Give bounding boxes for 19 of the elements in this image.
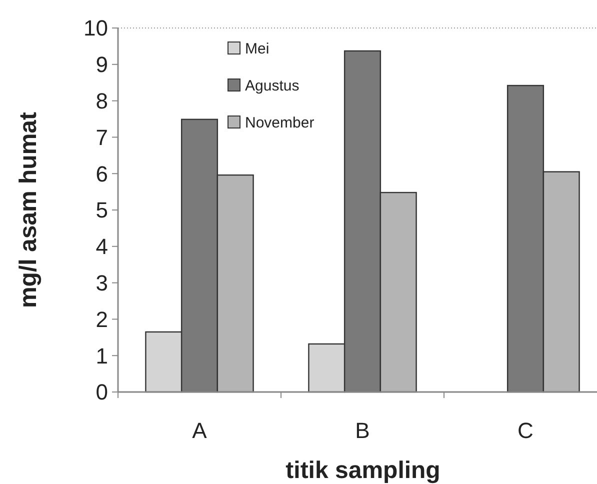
y-tick-label: 6 [96,161,108,186]
y-tick-label: 5 [96,198,108,223]
y-tick-label: 10 [84,16,108,41]
y-axis-title: mg/l asam humat [15,112,42,308]
x-tick-label: A [192,418,208,443]
legend-label: Mei [245,40,270,58]
y-tick-label: 2 [96,306,108,332]
legend-label: Agustus [245,77,300,94]
legend-label: November [245,114,314,132]
x-tick-label: C [518,418,534,443]
y-tick-label: 1 [96,343,108,368]
y-tick-label: 4 [96,234,108,260]
y-tick-label: 7 [96,124,108,150]
x-axis-title: titik sampling [286,457,440,484]
y-tick-label: 3 [96,270,108,296]
x-tick-label: B [355,418,370,443]
y-tick-label: 8 [96,88,108,114]
y-tick-label: 0 [96,380,108,405]
y-tick-label: 9 [96,52,108,78]
